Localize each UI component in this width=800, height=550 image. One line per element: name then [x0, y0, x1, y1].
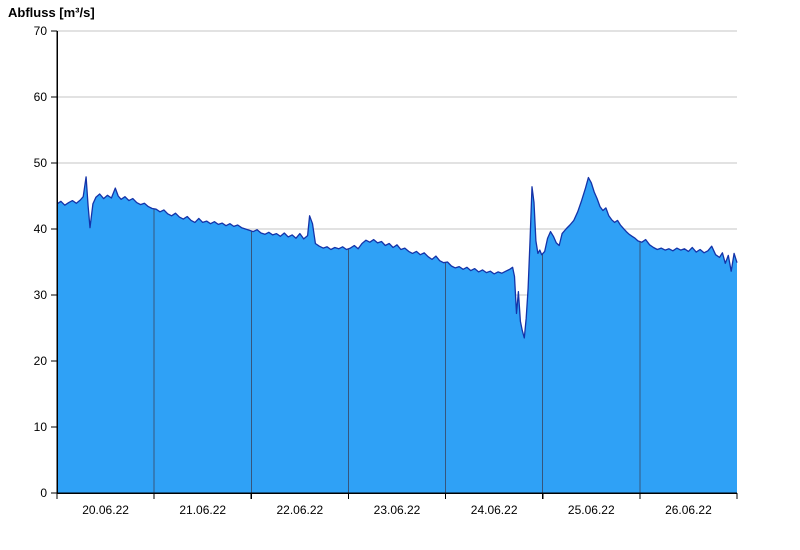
x-tick-label: 20.06.22 [82, 503, 129, 517]
x-tick-label: 25.06.22 [568, 503, 615, 517]
x-tick-label: 21.06.22 [179, 503, 226, 517]
y-tick-label: 50 [34, 156, 48, 170]
x-tick-label: 24.06.22 [471, 503, 518, 517]
chart-title: Abfluss [m³/s] [8, 5, 95, 20]
x-tick-label: 22.06.22 [276, 503, 323, 517]
discharge-line [56, 176, 738, 339]
x-tick-label: 26.06.22 [665, 503, 712, 517]
y-tick-label: 60 [34, 90, 48, 104]
y-tick-label: 20 [34, 354, 48, 368]
y-tick-label: 70 [34, 24, 48, 38]
y-tick-label: 30 [34, 288, 48, 302]
y-tick-label: 0 [40, 486, 47, 500]
y-tick-label: 40 [34, 222, 48, 236]
x-tick-label: 23.06.22 [374, 503, 421, 517]
y-tick-label: 10 [34, 420, 48, 434]
discharge-area [57, 176, 737, 493]
